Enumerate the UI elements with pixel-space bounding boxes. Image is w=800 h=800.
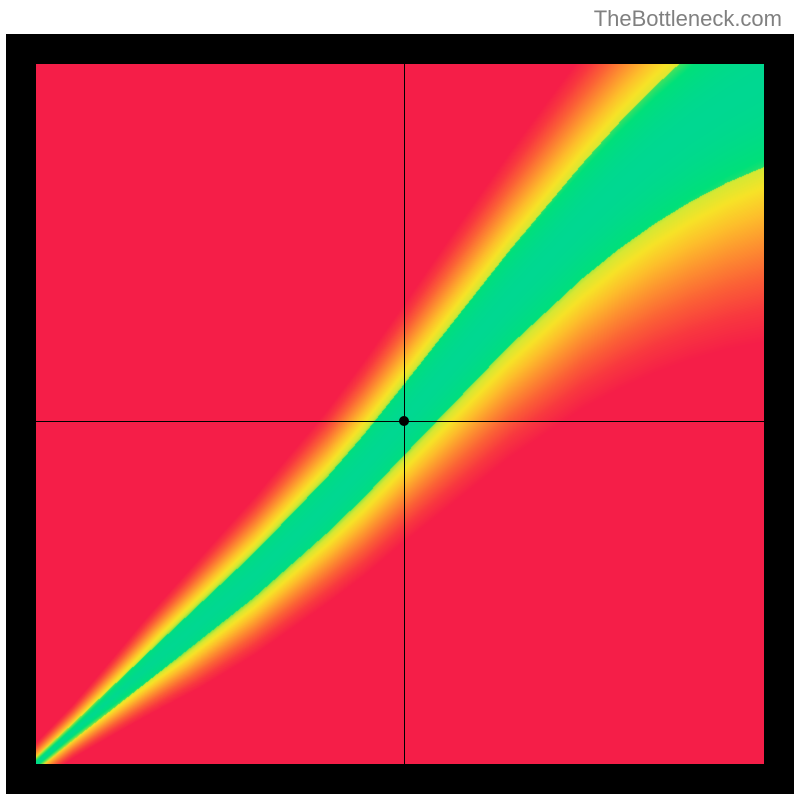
crosshair-vertical — [404, 64, 405, 764]
watermark-text: TheBottleneck.com — [594, 6, 782, 32]
chart-container: TheBottleneck.com — [0, 0, 800, 800]
crosshair-dot — [399, 416, 409, 426]
plot-frame — [6, 34, 794, 794]
plot-overlay — [36, 64, 764, 764]
